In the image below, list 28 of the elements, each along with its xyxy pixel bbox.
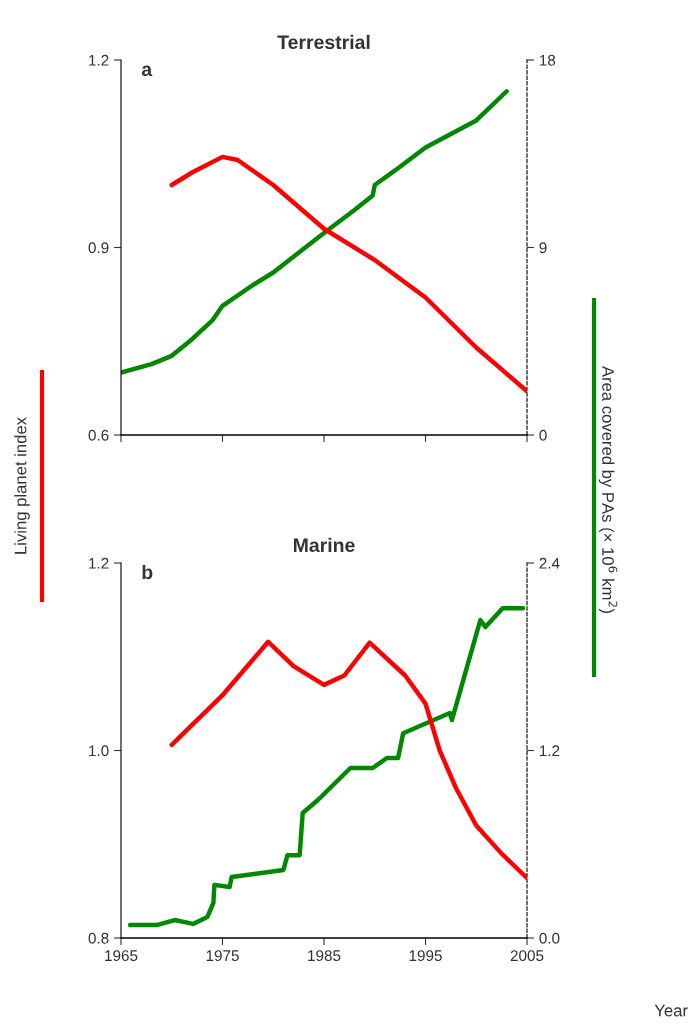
chart-title: Terrestrial [277, 34, 370, 50]
y2-tick-label: 9 [539, 242, 547, 254]
line-series [127, 606, 526, 928]
annotation: a [141, 65, 153, 77]
x-tick-label: 1985 [308, 950, 341, 962]
line-series [169, 639, 527, 881]
x-tick-label: 1995 [409, 950, 442, 962]
x-tick-label: 1975 [206, 950, 239, 962]
y2-axis-title: Area covered by PAs (× 10$^{6}$ km$^{2}$) [598, 365, 618, 613]
y2-tick-label: 2.4 [539, 557, 560, 569]
annotation: b [142, 564, 153, 580]
y-tick-label: 0.6 [88, 429, 109, 441]
y-axis-title: Living planet index [14, 417, 30, 554]
x-tick-label: 1965 [105, 950, 138, 962]
y2-tick-label: 1.2 [539, 745, 560, 757]
chart-title: Marine [293, 537, 355, 553]
y-tick-label: 0.9 [88, 242, 109, 254]
line-series [169, 154, 527, 394]
y-tick-label: 1.0 [89, 745, 109, 757]
y-tick-label: 1.2 [89, 54, 109, 66]
y-tick-label: 0.8 [88, 932, 109, 944]
x-axis-title: Year [654, 1004, 688, 1017]
y2-tick-label: 0.0 [539, 932, 560, 944]
line-series [121, 89, 509, 375]
y2-tick-label: 0 [539, 429, 547, 441]
y2-tick-label: 18 [539, 54, 556, 66]
y-tick-label: 1.2 [89, 557, 109, 569]
x-tick-label: 2005 [510, 950, 544, 962]
